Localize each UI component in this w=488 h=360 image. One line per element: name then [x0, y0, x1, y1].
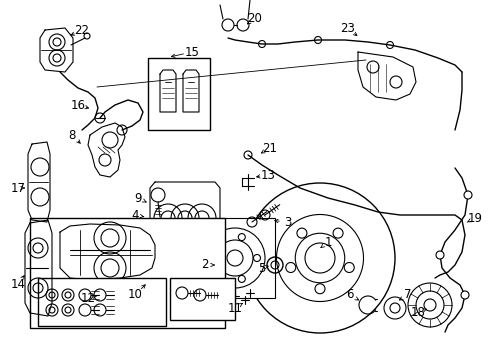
Text: 3: 3 — [284, 216, 291, 229]
Text: 2: 2 — [201, 258, 208, 271]
Circle shape — [463, 191, 471, 199]
Text: 18: 18 — [410, 306, 425, 319]
Bar — [148, 58, 209, 130]
Circle shape — [238, 234, 245, 240]
Text: 13: 13 — [260, 168, 275, 181]
Circle shape — [253, 255, 260, 261]
Text: 9: 9 — [134, 192, 142, 204]
Text: 5: 5 — [258, 261, 265, 274]
Bar — [38, 278, 165, 326]
Text: 16: 16 — [70, 99, 85, 112]
Text: 4: 4 — [131, 208, 139, 221]
Bar — [170, 278, 235, 320]
Text: 17: 17 — [10, 181, 25, 194]
Bar — [195, 218, 274, 298]
Text: 6: 6 — [346, 288, 353, 302]
Text: 8: 8 — [68, 129, 76, 141]
Text: 1: 1 — [324, 235, 331, 248]
Text: 7: 7 — [404, 288, 411, 302]
Circle shape — [435, 251, 443, 259]
Circle shape — [460, 291, 468, 299]
Circle shape — [238, 275, 245, 283]
Text: 20: 20 — [247, 12, 262, 24]
Circle shape — [213, 242, 220, 248]
Text: 19: 19 — [467, 212, 482, 225]
Text: 22: 22 — [74, 23, 89, 36]
Text: 14: 14 — [10, 279, 25, 292]
Text: 21: 21 — [262, 141, 277, 154]
Text: 11: 11 — [227, 302, 242, 315]
Bar — [30, 218, 224, 328]
Text: 10: 10 — [127, 288, 142, 302]
Text: 23: 23 — [340, 22, 355, 35]
Text: 12: 12 — [81, 292, 95, 305]
Circle shape — [213, 267, 220, 274]
Text: 15: 15 — [184, 45, 199, 59]
